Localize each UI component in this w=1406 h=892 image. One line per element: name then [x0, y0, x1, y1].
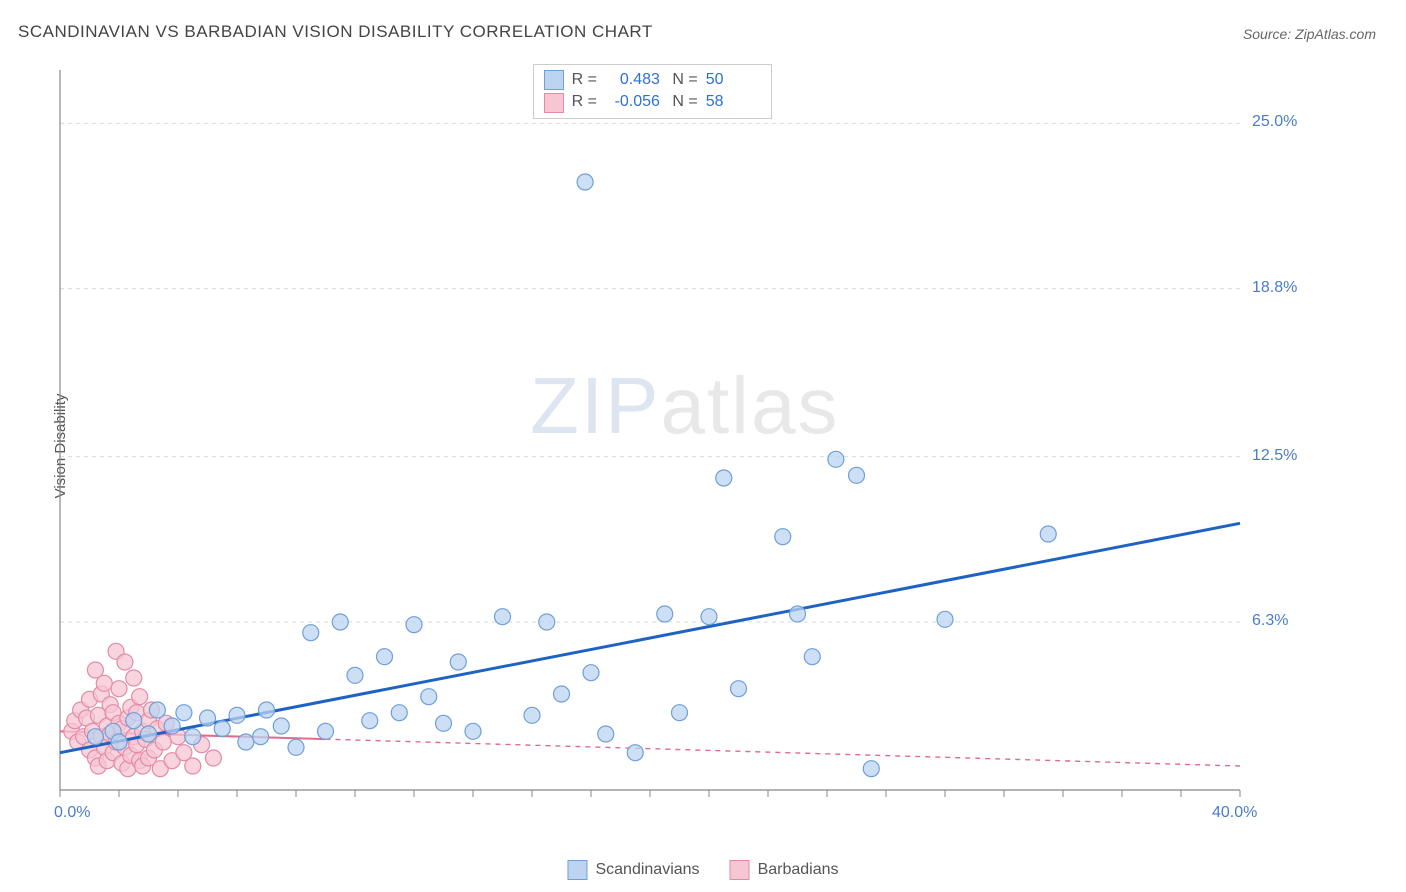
legend-row: R = -0.056 N = 58 [544, 91, 761, 113]
legend-n-value: 58 [706, 91, 761, 113]
legend-r-value: 0.483 [605, 69, 660, 91]
series-legend: Scandinavians Barbadians [567, 860, 838, 880]
source-label: Source: [1243, 26, 1295, 42]
y-tick-label: 12.5% [1252, 447, 1297, 465]
legend-series-name: Barbadians [758, 861, 839, 879]
x-axis-min-label: 0.0% [54, 804, 90, 822]
legend-swatch [544, 70, 564, 90]
legend-swatch [544, 93, 564, 113]
y-tick-label: 25.0% [1252, 113, 1297, 131]
chart-title: SCANDINAVIAN VS BARBADIAN VISION DISABIL… [18, 22, 653, 42]
correlation-legend: R = 0.483 N = 50 R = -0.056 N = 58 [533, 64, 772, 119]
legend-n-label: N = [668, 91, 698, 113]
y-tick-label: 18.8% [1252, 279, 1297, 297]
legend-n-value: 50 [706, 69, 761, 91]
legend-swatch [567, 860, 587, 880]
legend-item: Barbadians [730, 860, 839, 880]
legend-swatch [730, 860, 750, 880]
source-name: ZipAtlas.com [1295, 26, 1376, 42]
legend-row: R = 0.483 N = 50 [544, 69, 761, 91]
legend-r-label: R = [572, 91, 597, 113]
legend-item: Scandinavians [567, 860, 699, 880]
x-axis-max-label: 40.0% [1212, 804, 1257, 822]
chart-plot-area: ZIPatlas R =0.483 N =50R =-0.056 N =58 [50, 60, 1320, 820]
legend-r-value: -0.056 [605, 91, 660, 113]
legend-series-name: Scandinavians [595, 861, 699, 879]
legend-n-label: N = [668, 69, 698, 91]
source-credit: Source: ZipAtlas.com [1243, 26, 1376, 42]
y-tick-label: 6.3% [1252, 612, 1288, 630]
chart-svg [50, 60, 1320, 820]
legend-r-label: R = [572, 69, 597, 91]
